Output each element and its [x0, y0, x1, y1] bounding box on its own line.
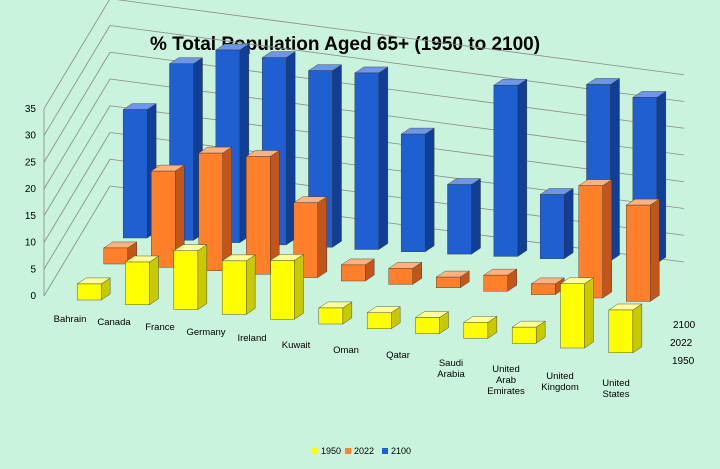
bar-1950-united-kingdom: [559, 277, 595, 349]
bar-1950-united-arab-emirates: [511, 320, 546, 344]
y-tick-label: 5: [30, 264, 36, 275]
legend-swatch: [345, 448, 351, 454]
legend-item: 2100: [382, 446, 411, 456]
bar-2100-saudi-arabia: [493, 78, 528, 257]
chart-title: % Total Population Aged 65+ (1950 to 210…: [150, 34, 540, 55]
gridline: [43, 132, 111, 243]
y-tick-label: 15: [25, 211, 37, 222]
x-tick-label: Saudi Arabia: [437, 358, 465, 380]
bar-2100-qatar: [446, 178, 482, 255]
gridline: [116, 0, 685, 76]
legend-label: 1950: [321, 446, 341, 456]
x-tick-label: France: [145, 322, 175, 333]
bar-2100-united-arab-emirates: [539, 188, 574, 260]
bar-2022-oman: [388, 261, 423, 285]
y-tick-label: 30: [25, 131, 37, 142]
bar-2022-germany: [245, 150, 280, 275]
bar-1950-qatar: [414, 311, 450, 334]
series-axis-label: 2100: [673, 320, 696, 331]
bar-1950-france: [173, 244, 208, 310]
bar-1950-united-states: [608, 303, 643, 354]
gridline: [43, 52, 111, 163]
bar-1950-ireland: [269, 253, 305, 320]
bar-2022-canada: [150, 164, 185, 268]
gridline: [43, 159, 111, 270]
x-tick-label: Canada: [97, 317, 131, 328]
x-tick-label: Ireland: [237, 333, 266, 344]
bar-1950-bahrain: [76, 277, 111, 301]
y-tick-label: 20: [25, 184, 37, 195]
gridline: [43, 25, 111, 136]
bar-2022-qatar: [435, 270, 470, 289]
gridline: [43, 185, 111, 297]
x-tick-label: Kuwait: [282, 340, 311, 351]
x-tick-label: United Kingdom: [541, 371, 579, 393]
bar-2100-kuwait: [354, 66, 389, 250]
bar-2022-bahrain: [103, 241, 138, 265]
x-tick-label: Germany: [186, 327, 225, 338]
x-tick-label: Bahrain: [54, 314, 87, 325]
legend-item: 2022: [345, 446, 374, 456]
legend-label: 2100: [391, 446, 411, 456]
series-axis-label: 1950: [672, 356, 695, 367]
bar-1950-saudi-arabia: [463, 315, 498, 339]
x-tick-label: United States: [602, 378, 629, 400]
bar-2022-saudi-arabia: [483, 268, 518, 292]
y-tick-label: 10: [25, 238, 37, 249]
bar-1950-germany: [221, 254, 256, 315]
legend-swatch: [382, 448, 388, 454]
bar-2100-ireland: [307, 64, 343, 248]
bar-2100-oman: [400, 127, 435, 253]
y-tick-label: 35: [25, 104, 37, 115]
x-tick-label: Qatar: [386, 350, 410, 361]
gridline: [43, 0, 110, 109]
bar-1950-oman: [366, 306, 401, 330]
bar-2022-kuwait: [340, 258, 375, 282]
bar-2022-united-arab-emirates: [530, 277, 565, 295]
legend-item: 1950: [312, 446, 341, 456]
gridline: [43, 105, 111, 216]
legend-label: 2022: [354, 446, 374, 456]
bar-2022-united-states: [625, 198, 660, 302]
bar-1950-canada: [124, 255, 160, 306]
series-axis-label: 2022: [670, 338, 693, 349]
y-tick-label: 0: [30, 291, 36, 302]
y-tick-label: 25: [25, 157, 37, 168]
x-tick-label: United Arab Emirates: [487, 364, 525, 397]
x-tick-label: Oman: [333, 345, 359, 356]
legend-swatch: [312, 448, 318, 454]
gridline: [43, 78, 111, 190]
bar-1950-kuwait: [318, 301, 353, 325]
